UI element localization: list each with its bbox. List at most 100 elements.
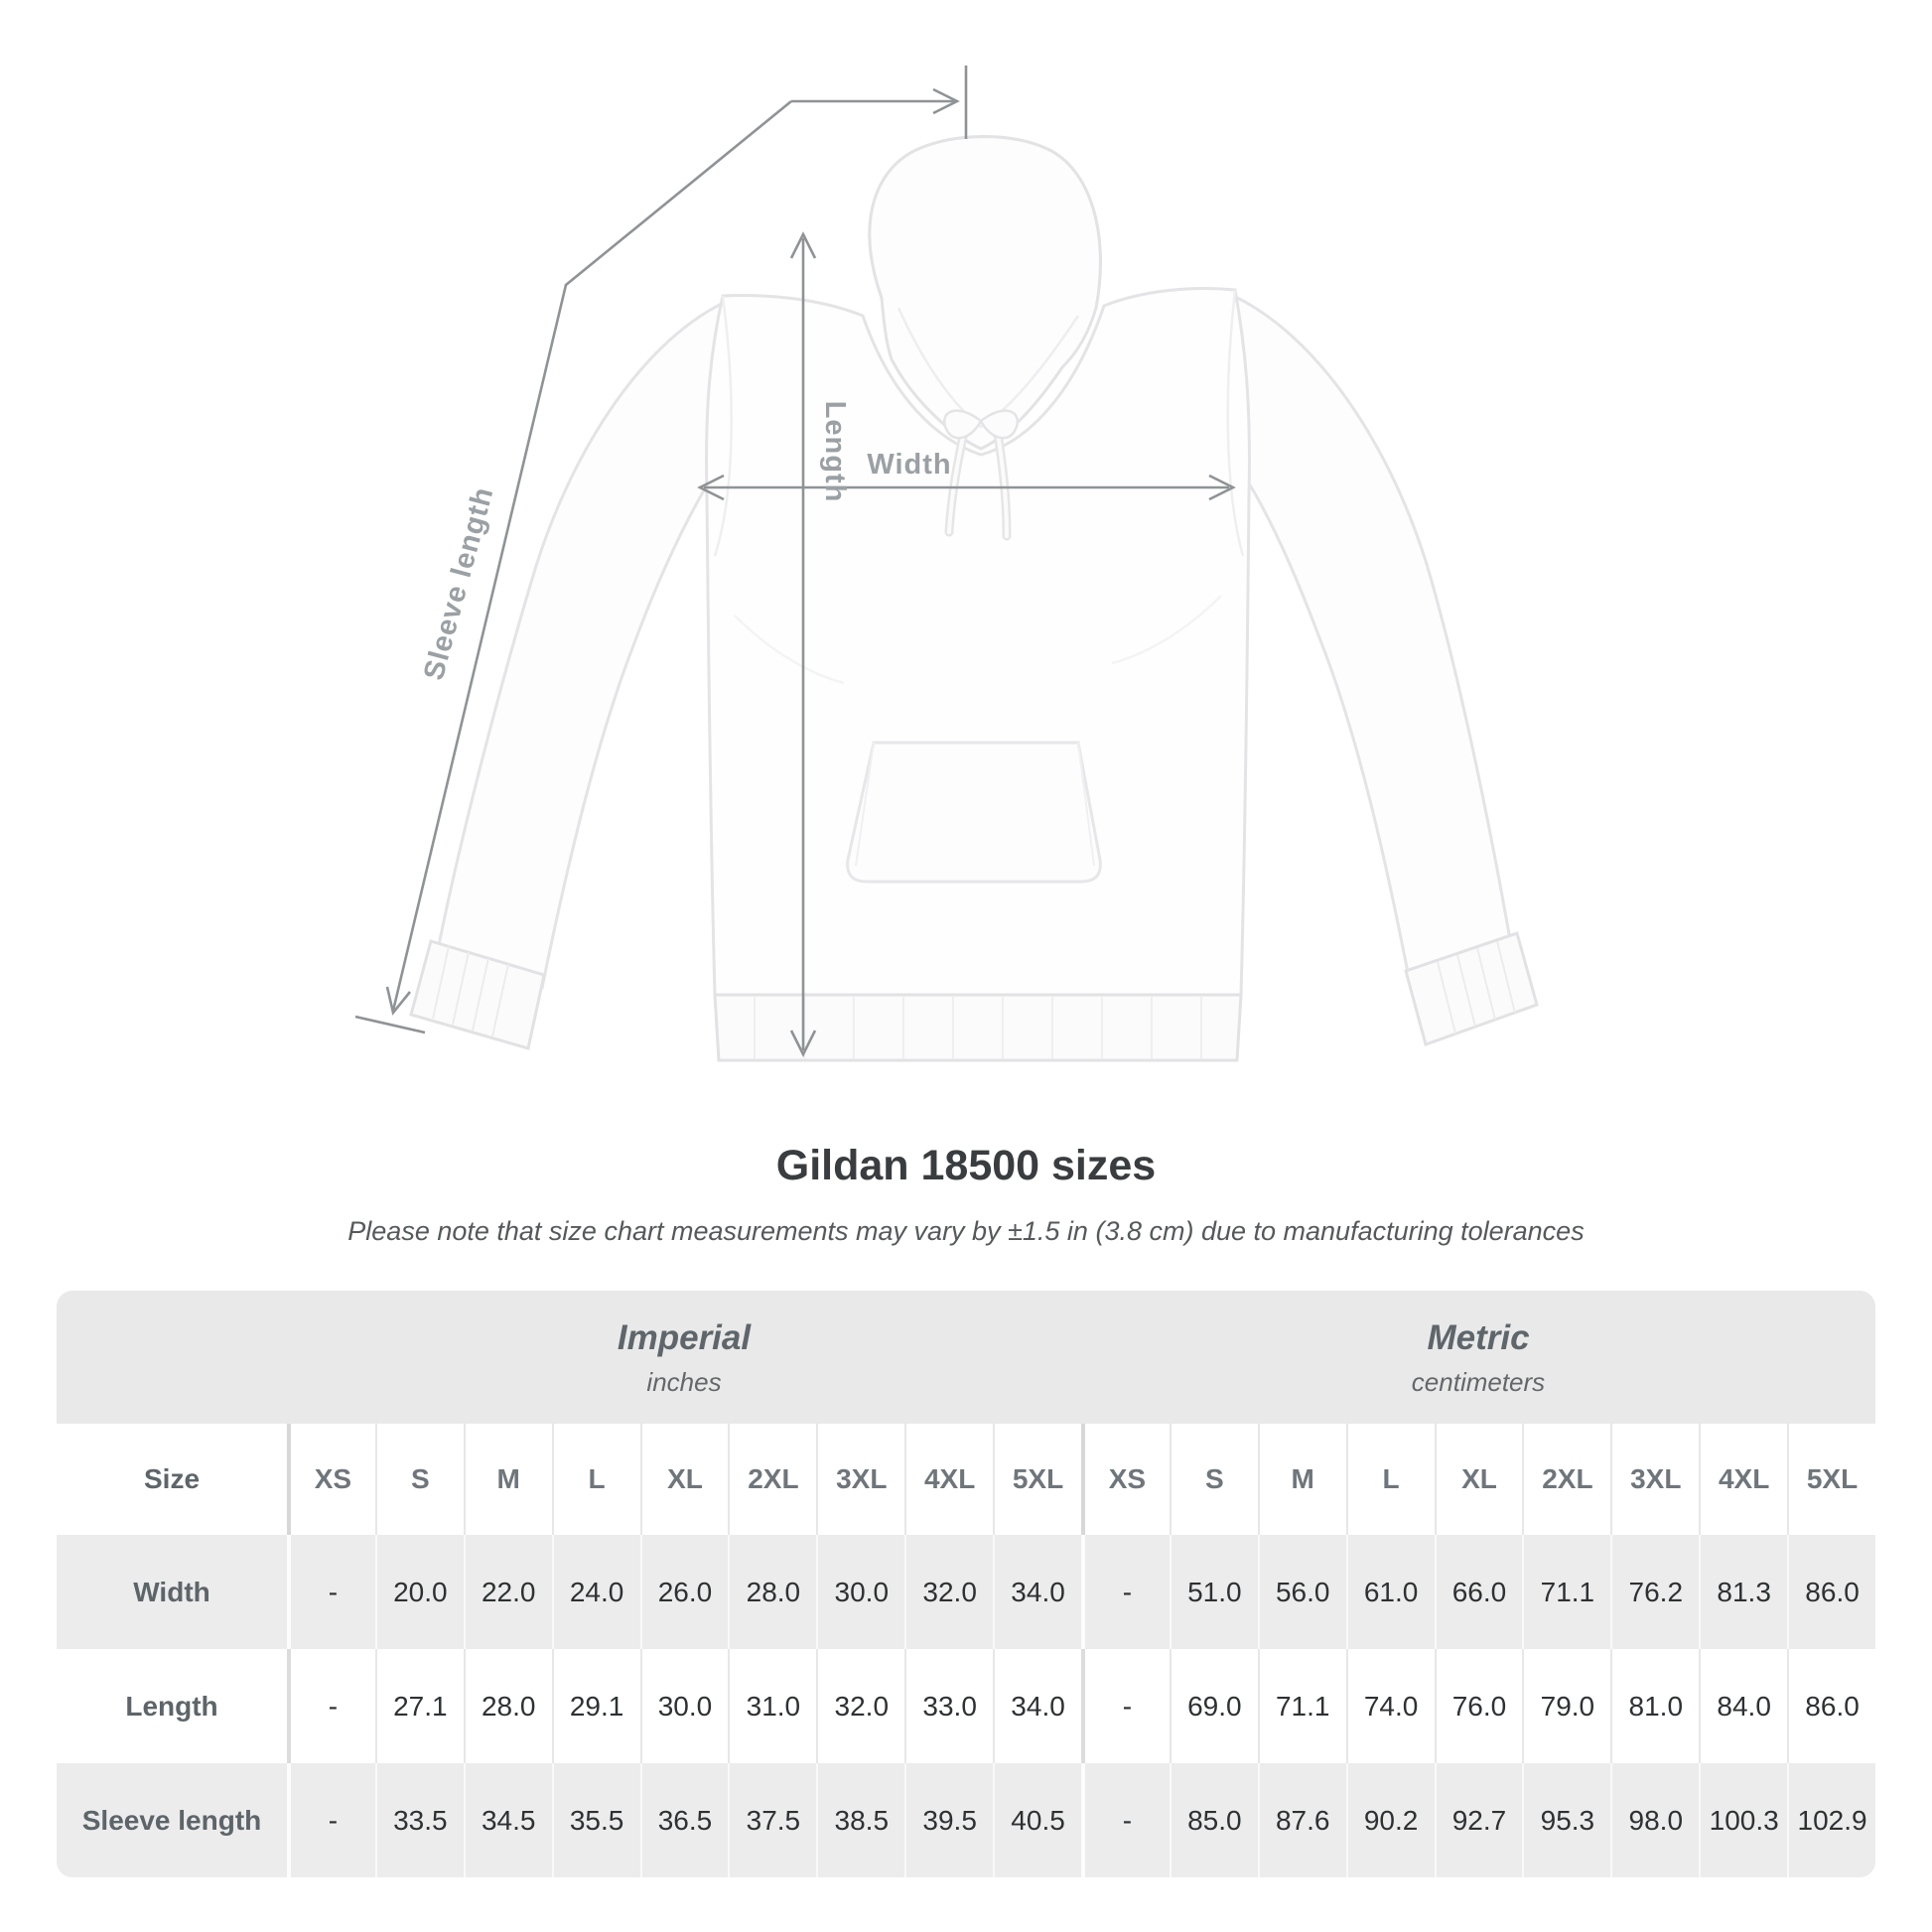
value-cell-sleeve-length-xl-cm: 92.7	[1434, 1763, 1523, 1877]
hoodie-illustration	[409, 135, 1539, 1062]
value-cell-sleeve-length-5xl-in: 40.5	[993, 1763, 1081, 1877]
value-cell-sleeve-length-5xl-cm: 102.9	[1787, 1763, 1875, 1877]
page-title: Gildan 18500 sizes	[775, 1142, 1157, 1189]
imperial-label: Imperial	[617, 1317, 752, 1357]
value-cell-length-2xl-in: 31.0	[728, 1649, 816, 1763]
value-cell-sleeve-length-4xl-cm: 100.3	[1699, 1763, 1787, 1877]
column-header-imperial-xs: XS	[287, 1424, 375, 1535]
value-cell-length-l-cm: 74.0	[1345, 1649, 1435, 1763]
row-label-length: Length	[125, 1690, 218, 1722]
column-header-imperial-xl: XL	[639, 1424, 729, 1535]
metric-label: Metric	[1427, 1317, 1530, 1357]
table-row-sleeve-length: Sleeve length -33.5 34.5 35.5 36.5 37.5 38.5 39…	[57, 1763, 1875, 1877]
hem-band	[713, 993, 1243, 1062]
value-cell-length-xl-cm: 76.0	[1434, 1649, 1523, 1763]
length-label: Length	[819, 401, 851, 503]
drawstring-bow	[943, 409, 1019, 440]
group-spacer-cell	[57, 1291, 287, 1424]
value-cell-width-xl-cm: 66.0	[1434, 1535, 1523, 1649]
left-sleeve	[435, 297, 732, 990]
column-header-metric-4xl: 4XL	[1699, 1424, 1787, 1535]
value-cell-length-xl-in: 30.0	[639, 1649, 729, 1763]
value-cell-length-s-in: 27.1	[374, 1649, 464, 1763]
column-header-metric-3xl: 3XL	[1610, 1424, 1699, 1535]
width-arrowhead-right	[1208, 474, 1236, 501]
value-cell-width-4xl-cm: 81.3	[1699, 1535, 1787, 1649]
hood-front	[868, 135, 1102, 451]
sleeve-length-label: Sleeve length	[418, 483, 500, 683]
length-line	[789, 231, 817, 1057]
value-cell-sleeve-length-xs-in: -	[287, 1763, 375, 1877]
sleeve-end-tick-bottom	[354, 1015, 426, 1035]
value-cell-width-3xl-cm: 76.2	[1610, 1535, 1699, 1649]
size-column-header: Size	[143, 1463, 201, 1494]
size-header-row: Size XS S M L XL 2XL 3XL 4XL 5XL XS S M L XL 2XL 3XL 4XL…	[57, 1424, 1875, 1535]
value-cell-width-5xl-cm: 86.0	[1787, 1535, 1875, 1649]
value-cell-width-s-in: 20.0	[374, 1535, 464, 1649]
pocket-opening-seams	[855, 742, 1095, 867]
kangaroo-pocket	[846, 741, 1102, 884]
value-cell-sleeve-length-l-cm: 90.2	[1345, 1763, 1435, 1877]
value-cell-width-l-in: 24.0	[551, 1535, 640, 1649]
hoodie-measurement-diagram: Sleeve length Length Width	[354, 66, 1539, 1062]
width-line	[697, 474, 1236, 501]
value-cell-sleeve-length-m-cm: 87.6	[1257, 1763, 1346, 1877]
column-header-metric-xl: XL	[1434, 1424, 1523, 1535]
sleeve-length-line	[354, 66, 968, 1035]
metric-unit-label: centimeters	[1411, 1366, 1546, 1397]
imperial-unit-label: inches	[646, 1366, 722, 1397]
hood-edge-seam	[897, 307, 1080, 429]
value-cell-sleeve-length-3xl-in: 38.5	[816, 1763, 904, 1877]
imperial-group-header: Imperial inches	[287, 1291, 1081, 1424]
value-cell-length-m-cm: 71.1	[1257, 1649, 1346, 1763]
value-cell-width-xl-in: 26.0	[639, 1535, 729, 1649]
right-cuff	[1404, 931, 1539, 1046]
value-cell-length-xs-in: -	[287, 1649, 375, 1763]
unit-group-row: Imperial inches Metric centimeters	[57, 1291, 1875, 1424]
right-sleeve	[1227, 291, 1513, 986]
value-cell-sleeve-length-3xl-cm: 98.0	[1610, 1763, 1699, 1877]
right-drawstring-highlight	[995, 425, 1009, 538]
value-cell-sleeve-length-m-in: 34.5	[463, 1763, 552, 1877]
metric-group-header: Metric centimeters	[1081, 1291, 1875, 1424]
width-label: Width	[867, 449, 951, 481]
length-arrowhead-top	[789, 231, 817, 259]
column-header-metric-l: L	[1345, 1424, 1435, 1535]
column-header-metric-s: S	[1169, 1424, 1258, 1535]
hoodie-body	[705, 287, 1251, 997]
table-row-length: Length -27.1 28.0 29.1 30.0 31.0 32.0 33.0 34.0-…	[57, 1649, 1875, 1763]
value-cell-width-3xl-in: 30.0	[816, 1535, 904, 1649]
value-cell-sleeve-length-l-in: 35.5	[551, 1763, 640, 1877]
value-cell-sleeve-length-s-cm: 85.0	[1169, 1763, 1258, 1877]
value-cell-sleeve-length-xl-in: 36.5	[639, 1763, 729, 1877]
value-cell-width-5xl-in: 34.0	[993, 1535, 1081, 1649]
value-cell-length-xs-cm: -	[1080, 1649, 1170, 1763]
fabric-folds	[734, 595, 1222, 685]
value-cell-sleeve-length-s-in: 33.5	[374, 1763, 464, 1877]
value-cell-length-5xl-in: 34.0	[993, 1649, 1081, 1763]
value-cell-length-3xl-in: 32.0	[816, 1649, 904, 1763]
column-header-metric-5xl: 5XL	[1787, 1424, 1875, 1535]
value-cell-length-2xl-cm: 79.0	[1522, 1649, 1610, 1763]
value-cell-sleeve-length-xs-cm: -	[1080, 1763, 1170, 1877]
width-arrowhead-left	[697, 474, 725, 501]
length-arrowhead-bottom	[789, 1030, 817, 1057]
column-header-metric-xs: XS	[1080, 1424, 1170, 1535]
row-label-sleeve-length: Sleeve length	[81, 1804, 262, 1836]
column-header-imperial-s: S	[374, 1424, 464, 1535]
value-cell-width-xs-in: -	[287, 1535, 375, 1649]
value-cell-width-m-cm: 56.0	[1257, 1535, 1346, 1649]
sleeve-arrowhead-bottom	[385, 986, 412, 1016]
value-cell-length-4xl-cm: 84.0	[1699, 1649, 1787, 1763]
value-cell-sleeve-length-4xl-in: 39.5	[904, 1763, 993, 1877]
value-cell-length-m-in: 28.0	[463, 1649, 552, 1763]
value-cell-length-4xl-in: 33.0	[904, 1649, 993, 1763]
size-table: Imperial inches Metric centimeters Size …	[57, 1291, 1875, 1877]
column-header-imperial-l: L	[551, 1424, 640, 1535]
measurement-lines	[354, 66, 1236, 1057]
value-cell-width-s-cm: 51.0	[1169, 1535, 1258, 1649]
value-cell-width-4xl-in: 32.0	[904, 1535, 993, 1649]
right-cuff-ribbing	[1437, 940, 1516, 1035]
title-block: Gildan 18500 sizes Please note that size…	[0, 1142, 1932, 1247]
